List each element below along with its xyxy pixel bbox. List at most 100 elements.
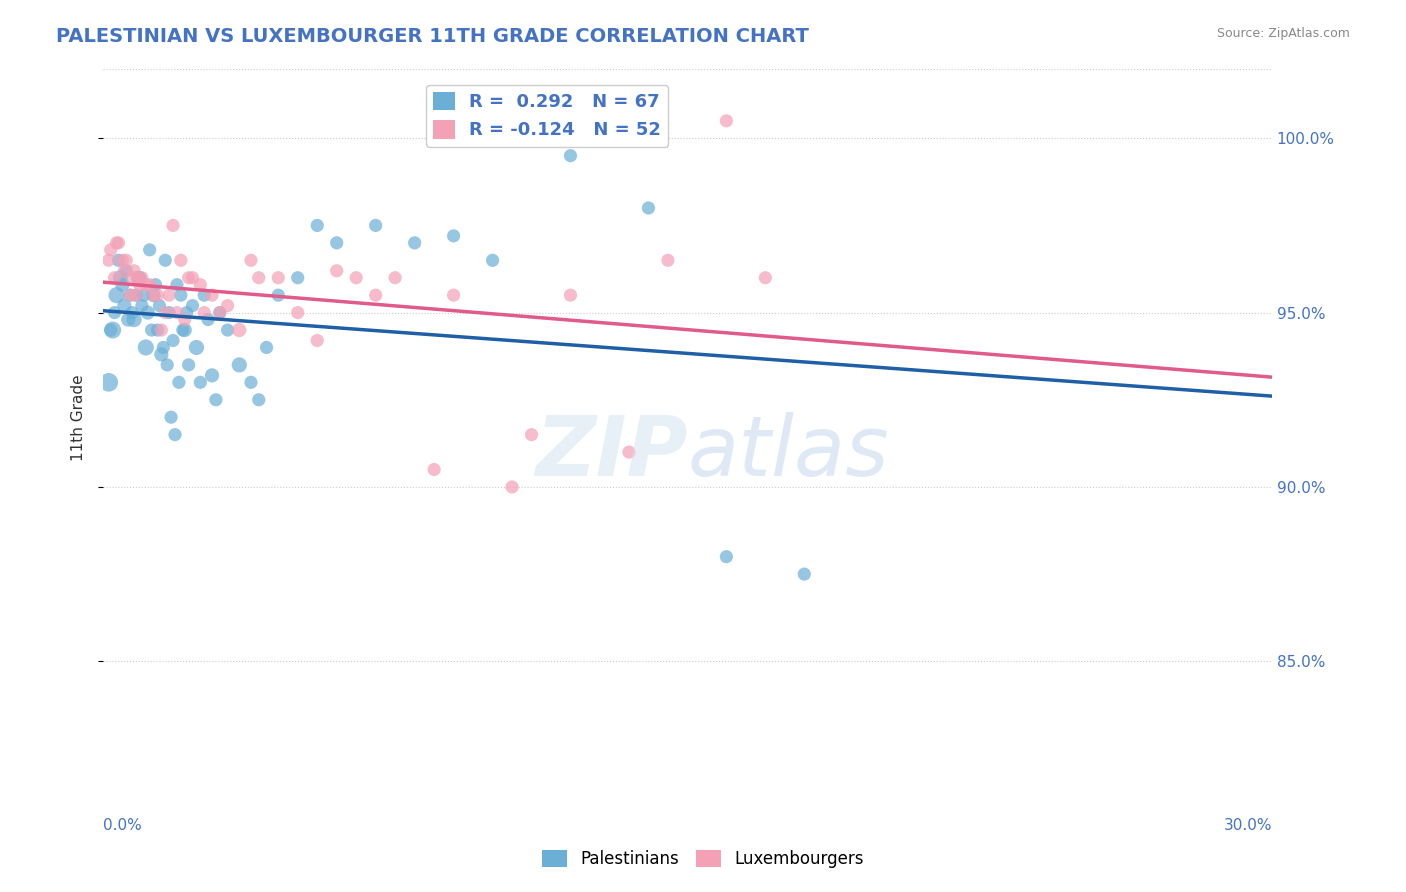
Point: [97, 253, 120, 268]
Text: atlas: atlas: [688, 411, 889, 492]
Point: [129, 277, 152, 292]
Point: [146, 323, 169, 337]
Point: [181, 270, 204, 285]
Point: [127, 270, 149, 285]
Point: [247, 270, 270, 285]
Point: [170, 288, 193, 302]
Legend: R =  0.292   N = 67, R = -0.124   N = 52: R = 0.292 N = 67, R = -0.124 N = 52: [426, 85, 668, 146]
Point: [152, 341, 174, 355]
Point: [344, 270, 367, 285]
Point: [364, 219, 387, 233]
Point: [560, 288, 582, 302]
Point: [201, 288, 224, 302]
Point: [112, 264, 135, 278]
Point: [104, 305, 127, 319]
Point: [520, 427, 543, 442]
Point: [793, 567, 815, 582]
Point: [177, 270, 200, 285]
Point: [162, 219, 184, 233]
Point: [120, 288, 142, 302]
Point: [142, 288, 165, 302]
Point: [560, 149, 582, 163]
Point: [105, 288, 128, 302]
Point: [247, 392, 270, 407]
Point: [657, 253, 679, 268]
Point: [160, 410, 183, 425]
Point: [423, 462, 446, 476]
Point: [155, 253, 177, 268]
Point: [364, 288, 387, 302]
Point: [138, 243, 160, 257]
Text: PALESTINIAN VS LUXEMBOURGER 11TH GRADE CORRELATION CHART: PALESTINIAN VS LUXEMBOURGER 11TH GRADE C…: [56, 27, 808, 45]
Text: ZIP: ZIP: [534, 411, 688, 492]
Point: [129, 270, 152, 285]
Point: [107, 253, 129, 268]
Point: [716, 549, 738, 564]
Point: [136, 305, 159, 319]
Point: [176, 305, 198, 319]
Point: [104, 270, 127, 285]
Point: [217, 323, 239, 337]
Point: [163, 427, 186, 442]
Text: 0.0%: 0.0%: [103, 818, 142, 833]
Point: [150, 323, 173, 337]
Point: [111, 253, 134, 268]
Point: [100, 323, 122, 337]
Point: [142, 288, 165, 302]
Point: [443, 288, 465, 302]
Point: [617, 445, 640, 459]
Point: [145, 277, 167, 292]
Point: [135, 341, 157, 355]
Point: [122, 312, 145, 326]
Point: [186, 341, 208, 355]
Point: [267, 288, 290, 302]
Y-axis label: 11th Grade: 11th Grade: [72, 374, 86, 460]
Point: [404, 235, 426, 250]
Point: [205, 392, 228, 407]
Point: [173, 323, 195, 337]
Point: [188, 277, 211, 292]
Point: [754, 270, 776, 285]
Point: [228, 323, 250, 337]
Point: [125, 288, 148, 302]
Point: [208, 305, 231, 319]
Point: [157, 305, 180, 319]
Point: [481, 253, 503, 268]
Point: [150, 347, 173, 361]
Point: [101, 323, 124, 337]
Text: 30.0%: 30.0%: [1223, 818, 1272, 833]
Point: [188, 376, 211, 390]
Point: [121, 305, 143, 319]
Point: [100, 243, 122, 257]
Point: [716, 113, 738, 128]
Point: [111, 277, 134, 292]
Point: [112, 299, 135, 313]
Point: [120, 288, 142, 302]
Point: [256, 341, 278, 355]
Point: [115, 253, 138, 268]
Point: [307, 219, 329, 233]
Point: [131, 299, 153, 313]
Point: [127, 270, 149, 285]
Point: [146, 288, 169, 302]
Point: [443, 228, 465, 243]
Point: [177, 358, 200, 372]
Point: [172, 323, 194, 337]
Point: [197, 312, 219, 326]
Point: [267, 270, 290, 285]
Point: [148, 299, 170, 313]
Point: [384, 270, 406, 285]
Point: [637, 201, 659, 215]
Point: [166, 277, 188, 292]
Point: [307, 334, 329, 348]
Point: [240, 253, 263, 268]
Point: [501, 480, 523, 494]
Point: [228, 358, 250, 372]
Point: [135, 277, 157, 292]
Point: [217, 299, 239, 313]
Legend: Palestinians, Luxembourgers: Palestinians, Luxembourgers: [536, 843, 870, 875]
Point: [125, 288, 148, 302]
Point: [105, 235, 128, 250]
Point: [131, 270, 153, 285]
Point: [122, 264, 145, 278]
